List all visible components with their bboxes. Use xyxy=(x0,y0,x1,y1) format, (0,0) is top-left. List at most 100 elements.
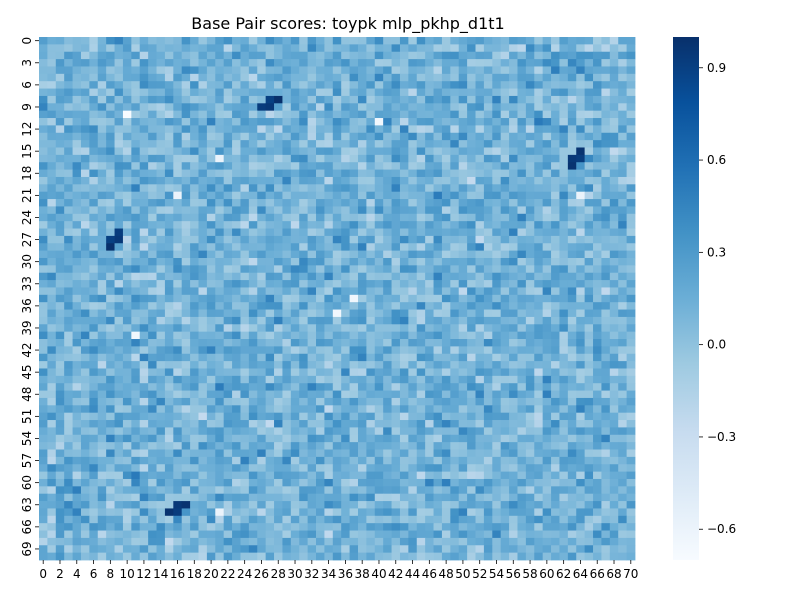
heatmap-cell xyxy=(567,73,577,82)
heatmap-cell xyxy=(206,427,216,436)
heatmap-cell xyxy=(89,88,99,97)
heatmap-cell xyxy=(408,508,418,517)
heatmap-cell xyxy=(567,324,577,333)
heatmap-cell xyxy=(282,464,292,473)
heatmap-cell xyxy=(181,412,191,421)
heatmap-cell xyxy=(39,213,48,222)
heatmap-cell xyxy=(198,88,208,97)
heatmap-cell xyxy=(198,221,208,229)
heatmap-cell xyxy=(551,206,560,215)
heatmap-cell xyxy=(89,243,99,252)
heatmap-cell xyxy=(122,257,132,266)
heatmap-cell xyxy=(290,103,300,112)
heatmap-cell xyxy=(567,523,577,531)
heatmap-cell xyxy=(618,199,627,207)
heatmap-cell xyxy=(307,427,317,436)
heatmap-cell xyxy=(399,316,409,325)
heatmap-cell xyxy=(80,486,90,495)
heatmap-cell xyxy=(593,383,602,391)
heatmap-cell xyxy=(274,302,283,310)
heatmap-cell xyxy=(559,213,569,222)
heatmap-cell xyxy=(215,88,225,97)
heatmap-cell xyxy=(198,405,208,414)
heatmap-cell xyxy=(232,265,241,274)
heatmap-cell xyxy=(542,309,552,318)
heatmap-cell xyxy=(626,545,636,554)
heatmap-cell xyxy=(97,73,107,82)
heatmap-cell xyxy=(626,118,636,126)
heatmap-cell xyxy=(567,59,577,67)
heatmap-cell xyxy=(232,132,241,141)
heatmap-cell xyxy=(299,110,309,119)
heatmap-cell xyxy=(198,66,208,75)
heatmap-cell xyxy=(509,442,518,450)
heatmap-cell xyxy=(265,530,275,539)
heatmap-cell xyxy=(39,95,48,104)
heatmap-cell xyxy=(475,464,485,473)
heatmap-cell xyxy=(483,412,493,421)
heatmap-cell xyxy=(483,478,493,487)
heatmap-cell xyxy=(483,169,493,178)
heatmap-cell xyxy=(89,339,99,347)
heatmap-cell xyxy=(282,95,292,104)
heatmap-cell xyxy=(500,73,510,82)
heatmap-cell xyxy=(458,508,468,517)
heatmap-cell xyxy=(257,537,267,546)
heatmap-cell xyxy=(458,176,468,185)
heatmap-cell xyxy=(534,162,544,170)
heatmap-cell xyxy=(232,316,241,325)
heatmap-cell xyxy=(299,427,309,436)
heatmap-cell xyxy=(190,523,199,531)
heatmap-cell xyxy=(433,464,443,473)
heatmap-cell xyxy=(316,250,325,259)
heatmap-cell xyxy=(257,486,267,495)
heatmap-cell xyxy=(274,442,283,450)
heatmap-cell xyxy=(441,199,451,207)
heatmap-cell xyxy=(206,383,216,391)
heatmap-cell xyxy=(542,346,552,355)
heatmap-cell xyxy=(618,81,627,89)
heatmap-cell xyxy=(576,390,586,399)
heatmap-cell xyxy=(181,272,191,281)
heatmap-cell xyxy=(618,493,627,502)
heatmap-cell xyxy=(601,316,611,325)
heatmap-cell xyxy=(341,59,350,67)
heatmap-cell xyxy=(290,73,300,82)
heatmap-cell xyxy=(391,110,401,119)
heatmap-cell xyxy=(408,464,418,473)
heatmap-cell xyxy=(316,59,325,67)
heatmap-cell xyxy=(232,66,241,75)
heatmap-cell xyxy=(492,346,502,355)
heatmap-cell xyxy=(441,456,451,465)
heatmap-cell xyxy=(307,257,317,266)
heatmap-cell xyxy=(433,88,443,97)
heatmap-cell xyxy=(282,427,292,436)
heatmap-cell xyxy=(467,162,476,170)
heatmap-cell xyxy=(232,339,241,347)
heatmap-cell xyxy=(626,339,636,347)
heatmap-cell xyxy=(441,486,451,495)
heatmap-cell xyxy=(257,110,267,119)
heatmap-cell xyxy=(114,206,124,215)
heatmap-cell xyxy=(467,368,476,377)
heatmap-cell xyxy=(525,235,535,244)
heatmap-cell xyxy=(131,81,141,89)
heatmap-cell xyxy=(559,103,569,112)
heatmap-cell xyxy=(257,95,267,104)
heatmap-cell xyxy=(441,405,451,414)
heatmap-cell xyxy=(408,44,418,53)
heatmap-cell xyxy=(164,176,174,185)
heatmap-cell xyxy=(559,59,569,67)
heatmap-cell xyxy=(559,368,569,377)
heatmap-cell xyxy=(349,243,359,252)
heatmap-cell xyxy=(332,280,342,288)
heatmap-cell xyxy=(509,390,518,399)
heatmap-cell xyxy=(534,390,544,399)
heatmap-cell xyxy=(357,537,367,546)
heatmap-cell xyxy=(551,287,560,296)
heatmap-cell xyxy=(139,501,149,509)
heatmap-cell xyxy=(584,59,594,67)
heatmap-cell xyxy=(534,353,544,362)
heatmap-cell xyxy=(316,353,325,362)
